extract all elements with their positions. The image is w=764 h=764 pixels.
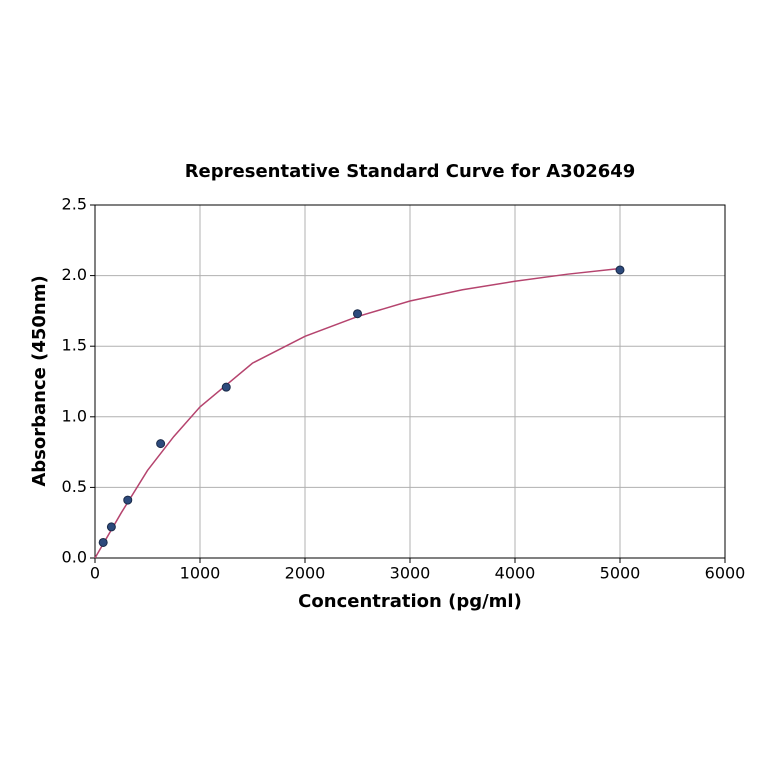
y-tick-label: 2.5 (62, 195, 87, 214)
y-axis-label: Absorbance (450nm) (29, 275, 50, 486)
x-tick-label: 3000 (390, 564, 431, 583)
x-tick-label: 5000 (600, 564, 641, 583)
chart-title: Representative Standard Curve for A30264… (185, 161, 636, 182)
x-tick-label: 2000 (285, 564, 326, 583)
data-point (156, 439, 166, 449)
data-point (353, 309, 362, 319)
y-tick-label: 0.0 (62, 548, 87, 567)
data-point (123, 495, 133, 505)
y-tick-label: 0.5 (62, 477, 87, 496)
x-tick-label: 6000 (705, 564, 746, 583)
x-tick-label: 0 (90, 564, 100, 583)
data-point (98, 537, 108, 547)
fit-curve (94, 267, 621, 559)
x-axis-label: Concentration (pg/ml) (298, 591, 522, 612)
data-point (221, 382, 231, 392)
y-tick-label: 1.5 (62, 336, 87, 355)
y-tick-label: 2.0 (62, 265, 87, 284)
x-tick-label: 4000 (495, 564, 536, 583)
x-tick-label: 1000 (180, 564, 221, 583)
plot-frame (94, 204, 726, 559)
y-tick-label: 1.0 (62, 406, 87, 425)
data-point (106, 522, 116, 532)
data-point (615, 265, 625, 275)
